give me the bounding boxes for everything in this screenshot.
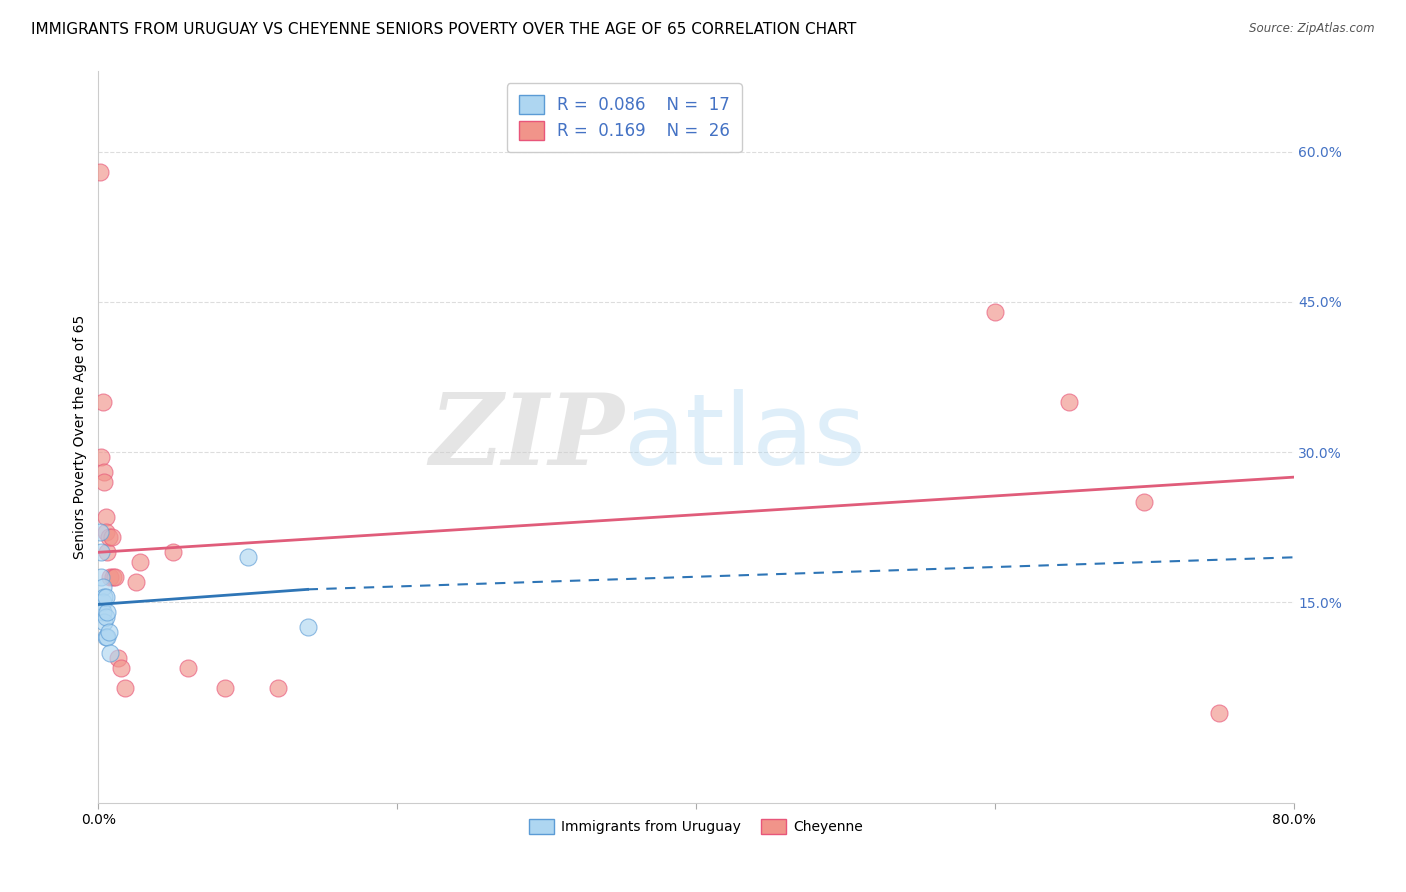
Point: [129, 555, 152, 569]
Point: [1208, 706, 1230, 720]
Point: [114, 681, 136, 695]
Point: [89, 525, 111, 540]
Point: [94, 610, 117, 624]
Point: [267, 681, 290, 695]
Point: [236, 550, 259, 565]
Point: [91, 606, 114, 620]
Point: [96, 545, 118, 559]
Point: [110, 660, 132, 674]
Point: [1133, 495, 1156, 509]
Point: [91, 580, 114, 594]
Point: [214, 681, 236, 695]
Point: [297, 620, 319, 634]
Point: [94, 591, 117, 605]
Point: [98, 570, 122, 584]
Point: [107, 650, 129, 665]
Point: [104, 570, 127, 584]
Point: [96, 631, 118, 645]
Point: [94, 631, 117, 645]
Point: [96, 606, 118, 620]
Point: [89, 164, 111, 178]
Point: [90, 545, 112, 559]
Point: [103, 570, 125, 584]
Point: [97, 625, 120, 640]
Point: [93, 465, 115, 479]
Point: [90, 570, 112, 584]
Point: [97, 530, 120, 544]
Point: [1059, 395, 1081, 409]
Legend: Immigrants from Uruguay, Cheyenne: Immigrants from Uruguay, Cheyenne: [523, 814, 869, 839]
Point: [93, 591, 115, 605]
Point: [984, 305, 1007, 319]
Text: ZIP: ZIP: [429, 389, 624, 485]
Text: atlas: atlas: [624, 389, 866, 485]
Point: [98, 646, 122, 660]
Point: [94, 525, 117, 540]
Text: Source: ZipAtlas.com: Source: ZipAtlas.com: [1250, 22, 1375, 36]
Point: [162, 545, 184, 559]
Point: [90, 450, 112, 464]
Point: [94, 510, 117, 524]
Y-axis label: Seniors Poverty Over the Age of 65: Seniors Poverty Over the Age of 65: [73, 315, 87, 559]
Point: [93, 615, 115, 630]
Point: [91, 595, 114, 609]
Point: [177, 660, 200, 674]
Point: [125, 575, 148, 590]
Text: IMMIGRANTS FROM URUGUAY VS CHEYENNE SENIORS POVERTY OVER THE AGE OF 65 CORRELATI: IMMIGRANTS FROM URUGUAY VS CHEYENNE SENI…: [31, 22, 856, 37]
Point: [101, 530, 124, 544]
Point: [93, 475, 115, 490]
Point: [91, 395, 114, 409]
